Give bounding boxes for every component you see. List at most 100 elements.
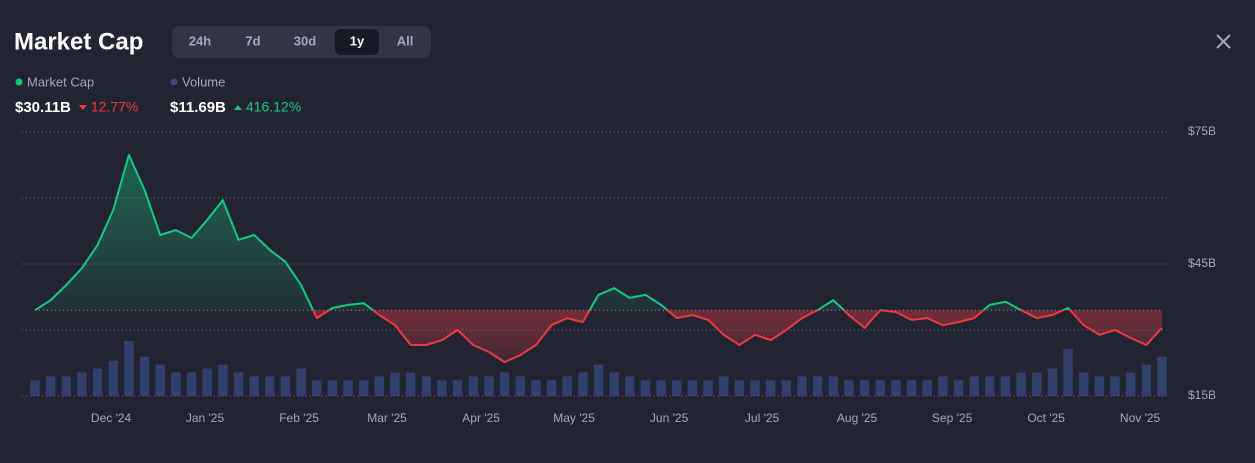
volume-bar — [703, 380, 713, 396]
volume-bar — [452, 380, 463, 396]
volume-bar — [875, 380, 885, 396]
tab[interactable]: 1y — [350, 33, 365, 48]
volume-bar — [828, 376, 838, 396]
y-tick-label: $75B — [1188, 124, 1216, 138]
stat-change: 416.12% — [246, 99, 301, 115]
volume-bar — [891, 380, 901, 396]
volume-bar — [906, 380, 917, 396]
volume-bar — [953, 380, 964, 396]
volume-bar — [859, 380, 870, 396]
volume-bar — [343, 380, 353, 396]
volume-bar — [374, 376, 385, 396]
volume-bar — [390, 372, 400, 396]
volume-bar — [1016, 372, 1026, 396]
legend-label: Volume — [182, 74, 225, 89]
y-tick-label: $45B — [1188, 256, 1216, 270]
volume-bar — [30, 380, 40, 396]
stat-change: 12.77% — [91, 99, 138, 115]
volume-bar — [327, 380, 338, 396]
volume-bar — [1110, 376, 1120, 396]
volume-bar — [1063, 348, 1073, 396]
x-tick-label: Aug '25 — [837, 411, 878, 425]
volume-bar — [77, 372, 87, 396]
stat-value: $30.11B — [15, 99, 71, 116]
volume-bar — [1000, 376, 1011, 396]
volume-bar — [593, 364, 604, 396]
volume-bar — [625, 376, 635, 396]
area-fill — [35, 154, 1162, 363]
tab[interactable]: 30d — [294, 33, 316, 48]
volume-bar — [280, 376, 291, 396]
volume-bar — [609, 372, 619, 396]
change-arrow — [233, 105, 242, 110]
volume-bar — [765, 380, 776, 396]
volume-bar — [1157, 356, 1167, 396]
volume-bar — [1079, 372, 1089, 396]
volume-bar — [844, 380, 854, 396]
volume-bar — [437, 380, 447, 396]
volume-bar — [969, 376, 979, 396]
volume-bar — [640, 380, 651, 396]
tab[interactable]: All — [397, 33, 414, 48]
volume-bar — [139, 356, 150, 396]
volume-bar — [92, 368, 103, 396]
x-tick-label: Jan '25 — [186, 411, 225, 425]
x-tick-label: May '25 — [553, 411, 595, 425]
volume-bar — [687, 380, 698, 396]
volume-bar — [405, 372, 416, 396]
volume-bar — [734, 380, 745, 396]
volume-bar — [672, 380, 682, 396]
volume-bar — [61, 376, 72, 396]
volume-bar — [922, 380, 932, 396]
volume-bar — [171, 372, 181, 396]
volume-bar — [296, 368, 306, 396]
tab[interactable]: 24h — [189, 33, 211, 48]
volume-bar — [359, 380, 369, 396]
volume-bar — [562, 376, 572, 396]
stat-value: $11.69B — [170, 99, 226, 116]
volume-bar — [484, 376, 494, 396]
x-tick-label: Sep '25 — [932, 411, 973, 425]
volume-bar — [312, 380, 322, 396]
x-tick-label: Feb '25 — [279, 411, 319, 425]
volume-bar — [1125, 372, 1136, 396]
volume-bar — [781, 380, 792, 396]
volume-bar — [797, 376, 807, 396]
volume-bar — [812, 376, 823, 396]
volume-bar — [124, 341, 134, 396]
x-tick-label: Oct '25 — [1027, 411, 1065, 425]
x-tick-label: Jul '25 — [745, 411, 780, 425]
tab[interactable]: 7d — [245, 33, 260, 48]
volume-bar — [186, 372, 197, 396]
volume-bar — [515, 376, 525, 396]
volume-bar — [468, 376, 478, 396]
volume-bar — [546, 380, 557, 396]
volume-bar — [985, 376, 995, 396]
x-tick-label: Mar '25 — [367, 411, 407, 425]
close-button[interactable] — [1216, 34, 1231, 49]
volume-bar — [499, 372, 510, 396]
volume-bar — [218, 364, 228, 396]
volume-bar — [202, 368, 212, 396]
x-tick-label: Dec '24 — [91, 411, 132, 425]
x-tick-label: Jun '25 — [650, 411, 689, 425]
volume-bar — [45, 376, 56, 396]
volume-bar — [719, 376, 729, 396]
volume-bar — [1094, 376, 1105, 396]
volume-bar — [421, 376, 432, 396]
volume-bar — [656, 380, 666, 396]
volume-bar — [1141, 364, 1152, 396]
volume-bar — [1032, 372, 1042, 396]
title: Market Cap — [14, 28, 143, 55]
x-tick-label: Nov '25 — [1120, 411, 1161, 425]
volume-bar — [750, 380, 760, 396]
volume-bar — [108, 360, 118, 396]
legend-dot — [15, 78, 23, 86]
volume-bar — [1047, 368, 1058, 396]
market-cap-line — [34, 153, 1163, 364]
change-arrow — [78, 105, 87, 110]
legend-label: Market Cap — [27, 74, 94, 89]
active-tab — [335, 29, 379, 55]
volume-bar — [578, 372, 588, 396]
